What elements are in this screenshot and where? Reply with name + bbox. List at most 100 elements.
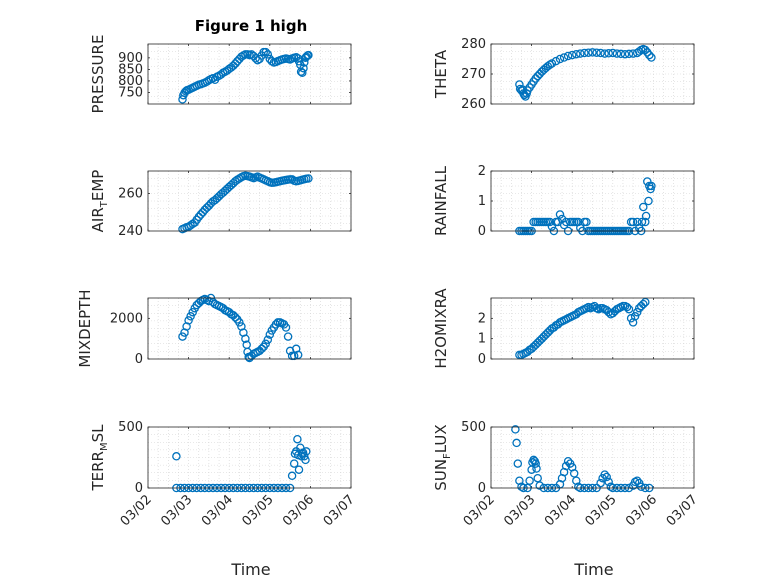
axes-frame <box>490 426 695 489</box>
x-tick-label: 03/05 <box>240 492 277 529</box>
data-point <box>632 307 642 317</box>
data-point <box>569 469 579 478</box>
data-point <box>535 481 544 490</box>
x-tick-label: 03/02 <box>118 492 155 529</box>
data-point <box>532 464 541 473</box>
x-tick-label: 03/04 <box>542 492 579 529</box>
data-point <box>636 482 646 492</box>
axes-frame <box>490 170 695 232</box>
data-point <box>261 47 270 57</box>
data-point <box>608 48 618 58</box>
y-tick-label: 0 <box>135 352 143 367</box>
data-point <box>563 51 573 61</box>
data-point <box>634 47 644 56</box>
y-tick-label: 2000 <box>110 311 143 326</box>
data-point <box>235 318 244 327</box>
data-point <box>639 299 648 309</box>
subplot-mixdepth: 0 2000 MIXDEPTH <box>76 289 352 368</box>
data-point <box>647 53 656 62</box>
y-tick-label: 270 <box>461 67 486 82</box>
data-point <box>624 304 634 314</box>
y-tick-label: 1 <box>478 332 486 347</box>
x-tick-label: 03/07 <box>321 492 358 529</box>
data-point <box>641 217 650 227</box>
data-point <box>294 465 304 474</box>
data-point <box>178 332 187 341</box>
data-point <box>637 217 647 227</box>
y-tick-label: 0 <box>135 481 143 496</box>
x-tick-label: 03/07 <box>664 492 701 529</box>
data-point <box>525 476 534 485</box>
data-point <box>563 456 573 466</box>
data-point <box>287 471 297 481</box>
data-point <box>531 459 540 468</box>
data-point <box>576 49 585 58</box>
data-point <box>263 335 273 344</box>
data-point <box>188 307 197 317</box>
data-point <box>301 455 310 465</box>
data-point <box>281 323 291 332</box>
x-tick-label: 03/02 <box>461 492 498 529</box>
data-point <box>600 49 609 58</box>
data-point <box>641 45 650 55</box>
y-tick-label: 900 <box>118 51 143 66</box>
y-tick-label: 500 <box>461 420 486 435</box>
data-point <box>584 48 593 57</box>
data-point <box>616 49 626 59</box>
y-tick-label: 2 <box>478 164 486 179</box>
data-point <box>604 49 613 58</box>
data-point <box>304 174 313 183</box>
y-axis-label: MIXDEPTH <box>76 289 94 367</box>
axes-frame <box>147 170 352 232</box>
y-axis-label: RAINFALL <box>432 165 450 236</box>
data-point <box>289 459 299 468</box>
subplot-terr-msl: 0 500 TERRMSL 03/02 03/03 03/04 03/05 03/06 03/0… <box>89 420 358 529</box>
data-point <box>263 50 273 59</box>
data-point <box>596 478 605 488</box>
y-tick-label: 0 <box>478 224 486 239</box>
data-point <box>644 196 653 206</box>
y-axis-label: SUNFLUX <box>432 424 453 490</box>
data-point <box>626 314 636 323</box>
x-axis-label-right: Time <box>573 560 613 579</box>
axes-frame <box>490 43 695 105</box>
axes-frame <box>490 297 695 360</box>
data-point <box>533 473 542 483</box>
x-axis-label-left: Time <box>230 560 270 579</box>
data-point <box>628 217 638 227</box>
axes-frame <box>147 43 352 105</box>
y-tick-label: 280 <box>461 37 486 52</box>
data-point <box>604 307 613 317</box>
x-tick-label: 03/03 <box>501 492 538 529</box>
figure-title: Figure 1 high <box>195 17 308 35</box>
data-point <box>302 52 311 61</box>
data-point <box>582 217 591 227</box>
data-point <box>641 211 651 221</box>
data-point <box>588 48 597 57</box>
axes-frame <box>147 297 352 360</box>
data-point <box>647 181 656 191</box>
y-axis-label: THETA <box>432 49 450 99</box>
x-tick-label: 03/04 <box>199 492 236 529</box>
y-tick-label: 240 <box>118 224 143 239</box>
y-tick-label: 0 <box>478 481 486 496</box>
y-axis-label: H2OMIXRA <box>432 288 450 369</box>
data-point <box>298 68 307 78</box>
data-point <box>261 339 270 349</box>
x-tick-label: 03/05 <box>583 492 620 529</box>
data-point <box>293 350 303 360</box>
data-point <box>545 217 555 227</box>
subplot-rainfall: 0 1 2 RAINFALL <box>432 164 695 239</box>
data-point <box>572 49 581 59</box>
subplot-theta: 260 270 280 THETA <box>432 37 695 112</box>
data-point <box>551 56 561 66</box>
data-point <box>184 316 193 325</box>
data-point <box>604 477 613 487</box>
y-tick-label: 260 <box>118 187 143 202</box>
x-tick-label: 03/06 <box>623 492 660 529</box>
x-tick-label: 03/03 <box>158 492 195 529</box>
data-point <box>513 459 523 468</box>
data-point <box>287 175 297 184</box>
